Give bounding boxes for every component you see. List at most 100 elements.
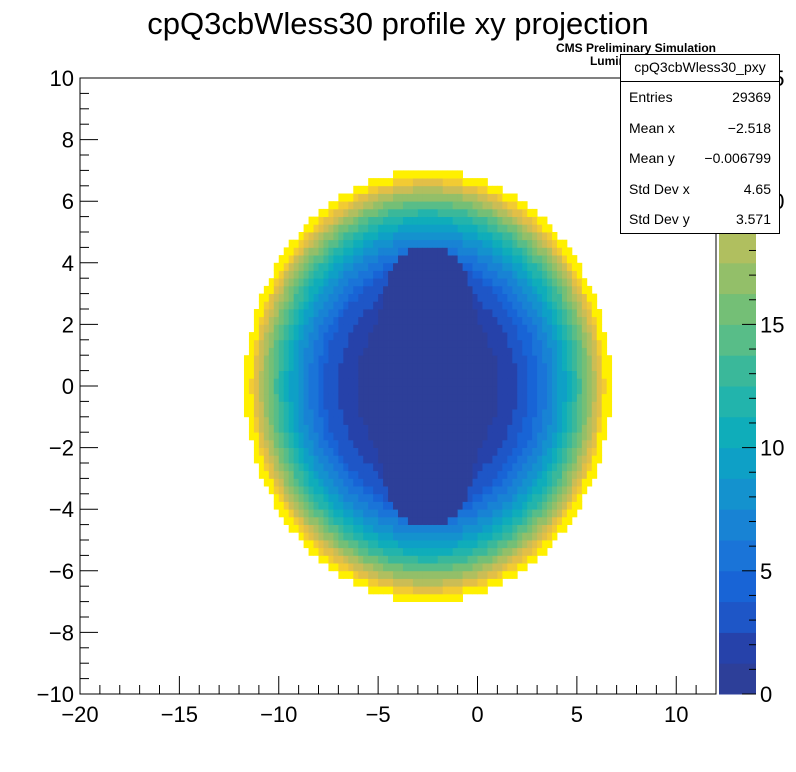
heatmap-cell (517, 285, 523, 294)
heatmap-cell (487, 332, 493, 341)
heatmap-cell (273, 493, 280, 502)
heatmap-cell (477, 208, 483, 217)
heatmap-cell (542, 393, 548, 402)
heatmap-cell (492, 293, 498, 302)
heatmap-cell (288, 301, 295, 310)
heatmap-cell (373, 393, 379, 402)
heatmap-cell (427, 593, 434, 602)
heatmap-cell (328, 362, 334, 371)
heatmap-cell (348, 570, 354, 579)
heatmap-cell (581, 362, 588, 371)
heatmap-cell (497, 208, 503, 217)
heatmap-cell (348, 316, 354, 325)
heatmap-cell (487, 478, 493, 487)
heatmap-cell (368, 185, 374, 194)
heatmap-cell (268, 362, 275, 371)
heatmap-cell (343, 563, 349, 572)
heatmap-cell (417, 324, 424, 333)
heatmap-cell (487, 447, 493, 456)
heatmap-cell (537, 332, 543, 341)
heatmap-cell (487, 555, 493, 564)
heatmap-cell (422, 393, 429, 402)
heatmap-cell (373, 409, 379, 418)
heatmap-cell (566, 493, 573, 502)
heatmap-cell (412, 563, 419, 572)
heatmap-cell (412, 424, 419, 433)
heatmap-cell (388, 309, 394, 318)
heatmap-cell (437, 593, 444, 602)
heatmap-cell (398, 424, 404, 433)
heatmap-cell (333, 532, 339, 541)
heatmap-cell (358, 316, 364, 325)
heatmap-cell (383, 501, 389, 510)
heatmap-cell (293, 255, 300, 264)
heatmap-cell (591, 470, 598, 479)
heatmap-cell (457, 170, 463, 179)
heatmap-cell (293, 309, 300, 318)
heatmap-cell (388, 339, 394, 348)
heatmap-cell (502, 501, 508, 510)
stats-label: Mean y (629, 150, 675, 166)
heatmap-cell (512, 532, 518, 541)
heatmap-cell (248, 370, 255, 379)
heatmap-cell (313, 332, 319, 341)
heatmap-cell (512, 570, 518, 579)
heatmap-cell (432, 232, 439, 241)
heatmap-cell (557, 439, 563, 448)
heatmap-cell (507, 332, 513, 341)
heatmap-cell (338, 432, 344, 441)
heatmap-cell (581, 439, 588, 448)
heatmap-cell (368, 578, 374, 587)
heatmap-cell (517, 239, 523, 248)
heatmap-cell (333, 355, 339, 364)
heatmap-cell (561, 447, 568, 456)
heatmap-cell (432, 509, 439, 518)
heatmap-cell (393, 324, 399, 333)
heatmap-cell (253, 324, 260, 333)
heatmap-cell (378, 401, 384, 410)
heatmap-cell (447, 540, 454, 549)
heatmap-cell (566, 386, 573, 395)
heatmap-cell (363, 524, 369, 533)
heatmap-cell (576, 455, 583, 464)
heatmap-cell (363, 370, 369, 379)
heatmap-cell (383, 232, 389, 241)
heatmap-cell (576, 278, 583, 287)
heatmap-cell (497, 255, 503, 264)
heatmap-cell (388, 293, 394, 302)
heatmap-cell (586, 401, 593, 410)
heatmap-cell (363, 439, 369, 448)
heatmap-cell (383, 416, 389, 425)
heatmap-cell (482, 301, 488, 310)
heatmap-cell (273, 262, 280, 271)
heatmap-cell (502, 285, 508, 294)
heatmap-cell (412, 478, 419, 487)
heatmap-cell (437, 255, 444, 264)
heatmap-cell (328, 563, 334, 572)
heatmap-cell (472, 185, 478, 194)
heatmap-cell (308, 278, 314, 287)
heatmap-cell (338, 347, 344, 356)
heatmap-cell (527, 216, 533, 225)
heatmap-cell (318, 285, 324, 294)
heatmap-cell (373, 309, 379, 318)
heatmap-cell (452, 470, 459, 479)
heatmap-cell (512, 270, 518, 279)
heatmap-cell (417, 278, 424, 287)
heatmap-cell (457, 301, 463, 310)
heatmap-cell (482, 347, 488, 356)
heatmap-cell (303, 262, 309, 271)
heatmap-cell (393, 201, 399, 210)
heatmap-cell (298, 239, 304, 248)
heatmap-cell (407, 570, 414, 579)
heatmap-cell (442, 278, 449, 287)
heatmap-cell (412, 593, 419, 602)
heatmap-cell (537, 416, 543, 425)
heatmap-cell (378, 463, 384, 472)
heatmap-cell (402, 439, 409, 448)
y-tick-label: −8 (49, 620, 74, 645)
heatmap-cell (561, 401, 568, 410)
heatmap-cell (393, 455, 399, 464)
heatmap-cell (313, 470, 319, 479)
heatmap-cell (268, 293, 275, 302)
